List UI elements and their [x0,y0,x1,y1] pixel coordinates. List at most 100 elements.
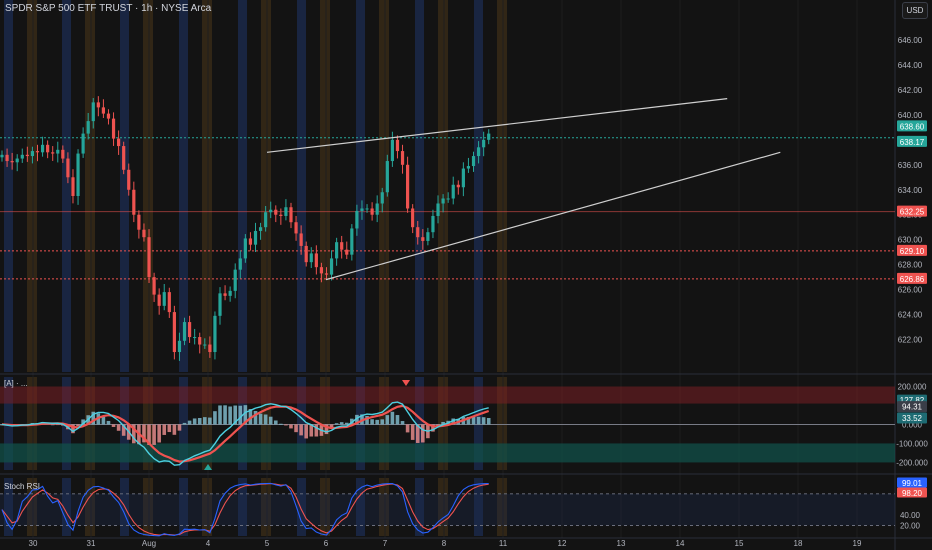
candle-body [46,144,50,153]
candle-body [243,238,247,259]
histogram-bar [380,419,385,425]
candle-body [56,149,60,154]
candle-body [385,161,389,193]
histogram-bar [203,417,207,425]
candle-body [279,214,283,216]
time-tick-label: 18 [794,539,803,548]
candle-body [446,198,450,200]
histogram-bar [182,422,187,425]
session-band [120,0,129,372]
session-band [179,478,188,536]
candle-body [375,203,379,215]
histogram-bar [400,421,405,425]
histogram-bar [365,415,369,425]
candle-body [152,277,156,295]
histogram-bar [370,419,374,425]
oversold-zone [0,443,895,463]
candle-body [466,166,471,169]
candle-body [101,107,105,114]
indicator-value-label: 94.31 [902,403,923,412]
histogram-bar [248,409,253,425]
stoch-value-label: 98.20 [902,489,923,498]
candle-body [198,337,202,345]
histogram-bar [375,419,379,425]
time-tick-label: 13 [617,539,626,548]
candle-body [15,158,19,163]
histogram-bar [76,424,80,427]
histogram-bar [223,405,227,425]
histogram-bar [324,424,329,435]
session-band [415,377,424,470]
histogram-bar [415,424,420,443]
candle-body [208,344,212,353]
candle-body [329,258,334,275]
histogram-bar [106,420,111,425]
session-band [297,0,306,372]
session-band [438,0,448,372]
candle-body [461,168,465,188]
histogram-bar [233,405,238,425]
histogram-bar [147,424,151,445]
session-band [238,478,247,536]
histogram-bar [329,424,334,429]
candle-body [294,222,298,234]
candle-body [177,340,182,353]
session-band [238,0,247,372]
session-band [474,478,483,536]
candle-body [456,184,460,188]
time-tick-label: 19 [853,539,862,548]
candle-body [451,184,455,199]
candle-body [269,209,273,213]
candle-body [213,315,217,353]
time-tick-label: 8 [442,539,447,548]
session-band [261,478,271,536]
histogram-bar [486,418,491,425]
candle-body [487,133,491,140]
stoch-d-line [1,483,489,536]
histogram-bar [476,416,481,425]
histogram-bar [177,424,182,431]
histogram-bar [197,417,202,425]
session-band [379,0,389,372]
signal-line [1,404,490,463]
session-band [415,0,424,372]
candle-body [233,269,237,291]
candle-body [96,102,100,108]
time-tick-label: 7 [383,539,388,548]
histogram-bar [258,413,263,425]
candle-body [106,113,111,119]
session-band [120,377,129,470]
histogram-bar [299,424,303,436]
candle-body [35,151,40,153]
price-tick-label: 644.00 [898,61,923,70]
histogram-bar [390,411,395,425]
price-tick-label: 628.00 [898,261,923,270]
candle-body [264,212,268,228]
session-band [202,377,212,470]
histogram-bar [167,424,172,433]
histogram-bar [253,410,258,425]
candle-body [350,228,354,255]
histogram-bar [116,424,121,431]
session-band [474,0,483,372]
price-tick-label: 646.00 [898,36,923,45]
candle-body [182,322,187,341]
session-band [27,478,37,536]
price-tag-label: 632.25 [900,208,925,217]
stoch-value-tag [897,487,927,498]
histogram-bar [111,424,116,427]
candle-body [167,292,171,313]
candle-body [471,156,476,167]
candle-body [421,237,425,241]
histogram-bar [344,422,349,425]
candle-body [258,227,263,231]
price-tag [897,205,927,217]
candle-body [30,151,35,157]
candle-body [431,215,435,233]
histogram-bar [208,417,212,425]
candle-body [309,253,313,263]
candle-body [365,208,369,210]
currency-button[interactable]: USD [902,2,928,19]
time-tick-label: 15 [735,539,744,548]
